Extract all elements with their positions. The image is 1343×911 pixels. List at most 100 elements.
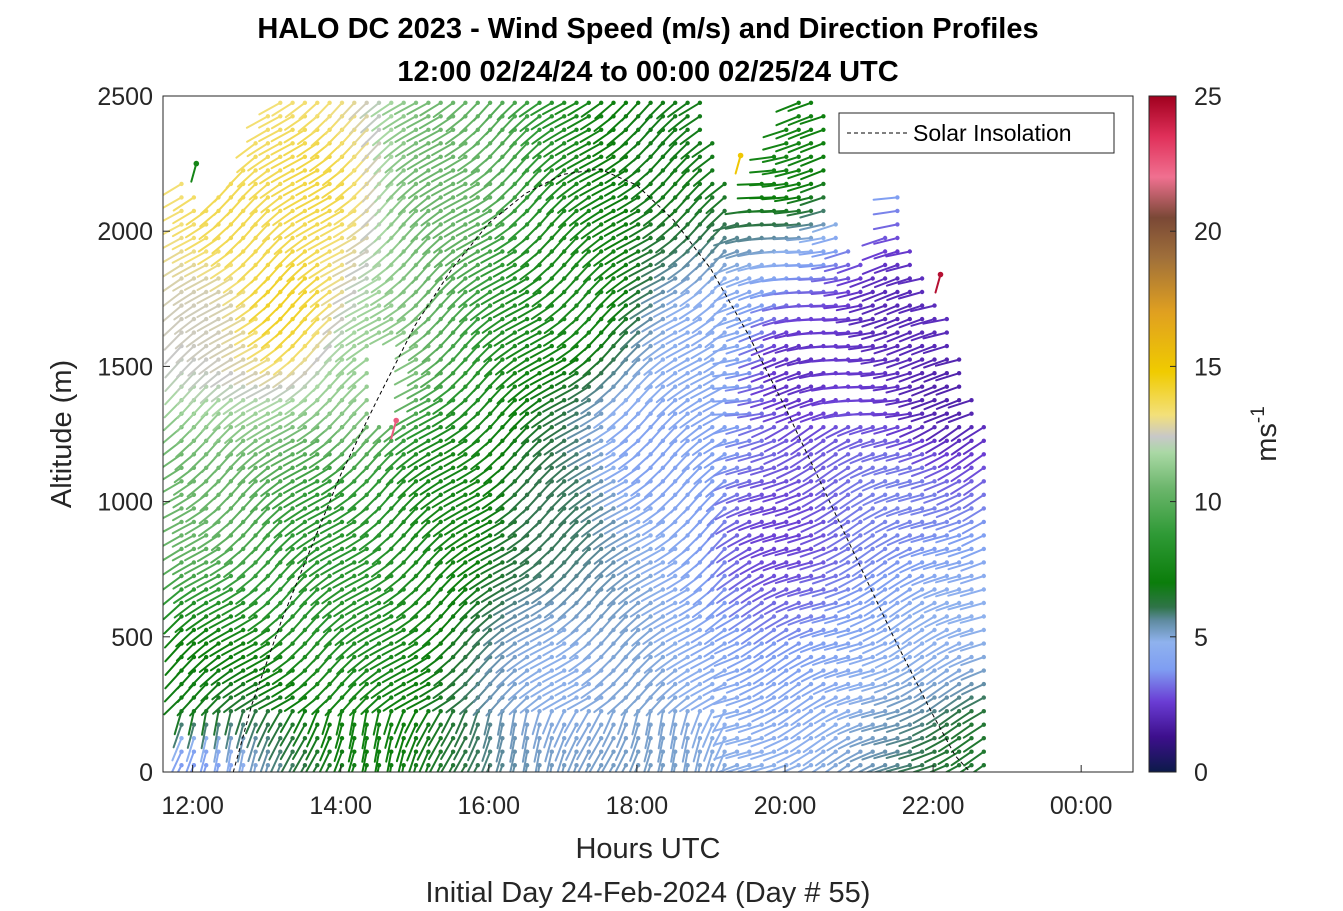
wind-barb xyxy=(226,750,232,772)
wind-barb xyxy=(678,318,701,333)
wind-barb-head xyxy=(290,763,295,768)
wind-barb xyxy=(583,575,603,595)
wind-barb-head xyxy=(475,465,480,470)
wind-barb xyxy=(332,575,356,589)
wind-barb-head xyxy=(562,127,567,132)
wind-barb xyxy=(458,588,479,607)
wind-barb-head xyxy=(364,330,369,335)
wind-barb xyxy=(358,669,380,687)
wind-barb-head xyxy=(438,519,443,525)
wind-barb-head xyxy=(339,208,345,214)
wind-barb xyxy=(184,602,208,617)
wind-barb-head xyxy=(685,695,690,700)
wind-barb xyxy=(210,385,232,403)
wind-barb-head xyxy=(808,627,814,633)
wind-barb xyxy=(493,520,516,537)
wind-barb xyxy=(404,710,417,734)
wind-barb xyxy=(408,750,417,772)
wind-barb-head xyxy=(697,384,703,389)
wind-barb xyxy=(270,453,294,467)
wind-barb-head xyxy=(450,141,456,146)
wind-barb xyxy=(176,358,195,378)
wind-barb-head xyxy=(808,411,814,416)
wind-barb xyxy=(408,182,430,200)
wind-barb xyxy=(694,209,714,230)
wind-barb-head xyxy=(438,452,443,457)
wind-barb-head xyxy=(636,222,641,227)
wind-barb xyxy=(738,696,763,709)
wind-barb xyxy=(443,480,467,494)
wind-barb-head xyxy=(759,587,764,592)
wind-barb-head xyxy=(759,384,764,389)
wind-barb-head xyxy=(339,519,345,525)
wind-barb-head xyxy=(586,208,591,214)
wind-barb xyxy=(666,561,689,578)
wind-barb xyxy=(389,764,393,772)
wind-barb-head xyxy=(241,316,246,322)
wind-barb-head xyxy=(401,722,406,727)
wind-barb xyxy=(580,223,603,240)
wind-barb xyxy=(245,372,269,386)
wind-barb xyxy=(466,750,479,772)
wind-barb xyxy=(396,466,417,485)
wind-barb xyxy=(443,196,467,210)
wind-barb-head xyxy=(648,641,653,646)
wind-barb xyxy=(618,602,640,620)
wind-barb-head xyxy=(771,560,777,565)
wind-barb xyxy=(369,629,393,643)
wind-barb xyxy=(608,629,627,649)
wind-barb-head xyxy=(697,330,703,335)
wind-barb xyxy=(245,710,257,735)
wind-barb-head xyxy=(327,492,332,497)
wind-barb xyxy=(727,629,751,644)
wind-barb-head xyxy=(376,303,382,308)
wind-barb-head xyxy=(265,181,271,187)
wind-barb xyxy=(605,277,627,294)
wind-barb-head xyxy=(327,208,332,214)
wind-barb-head xyxy=(265,114,271,119)
wind-barb xyxy=(393,683,417,697)
wind-barb xyxy=(334,331,356,348)
wind-barb-head xyxy=(278,398,283,403)
wind-barb-head xyxy=(759,695,764,700)
wind-barb xyxy=(738,331,763,343)
wind-barb xyxy=(774,534,800,543)
wind-barb xyxy=(283,142,306,157)
wind-barb-head xyxy=(352,614,357,619)
wind-barb xyxy=(299,318,319,338)
wind-barb xyxy=(504,602,529,616)
wind-barb xyxy=(703,345,726,361)
wind-barb-head xyxy=(228,316,234,322)
wind-barb-head xyxy=(339,303,345,308)
wind-barb xyxy=(173,588,195,604)
wind-barb xyxy=(332,291,356,305)
wind-barb-head xyxy=(537,343,542,349)
wind-barb-head xyxy=(389,709,394,714)
wind-barb xyxy=(259,656,282,671)
wind-barb xyxy=(263,264,282,284)
wind-barb xyxy=(470,318,492,336)
wind-barb-head xyxy=(623,546,629,552)
wind-barb-head xyxy=(685,398,690,403)
wind-barb-head xyxy=(302,506,308,511)
wind-barb-head xyxy=(216,695,221,700)
wind-barb-head xyxy=(722,438,727,443)
wind-barb xyxy=(581,534,603,552)
wind-barb xyxy=(406,115,430,129)
wind-barb xyxy=(307,493,331,508)
wind-barb xyxy=(271,399,294,414)
wind-barb-head xyxy=(549,438,554,443)
wind-barb xyxy=(494,642,516,660)
wind-barb xyxy=(542,372,566,386)
wind-barb-head xyxy=(352,303,357,308)
wind-barb xyxy=(534,480,553,500)
wind-barb-head xyxy=(500,546,505,552)
wind-barb-head xyxy=(586,709,591,714)
wind-barb-head xyxy=(352,262,357,268)
wind-barb xyxy=(457,277,479,294)
wind-barb-head xyxy=(228,425,234,430)
wind-barb-head xyxy=(734,276,740,281)
wind-barb-head xyxy=(265,141,271,146)
wind-barb-head xyxy=(771,411,777,416)
wind-barb xyxy=(721,764,726,772)
